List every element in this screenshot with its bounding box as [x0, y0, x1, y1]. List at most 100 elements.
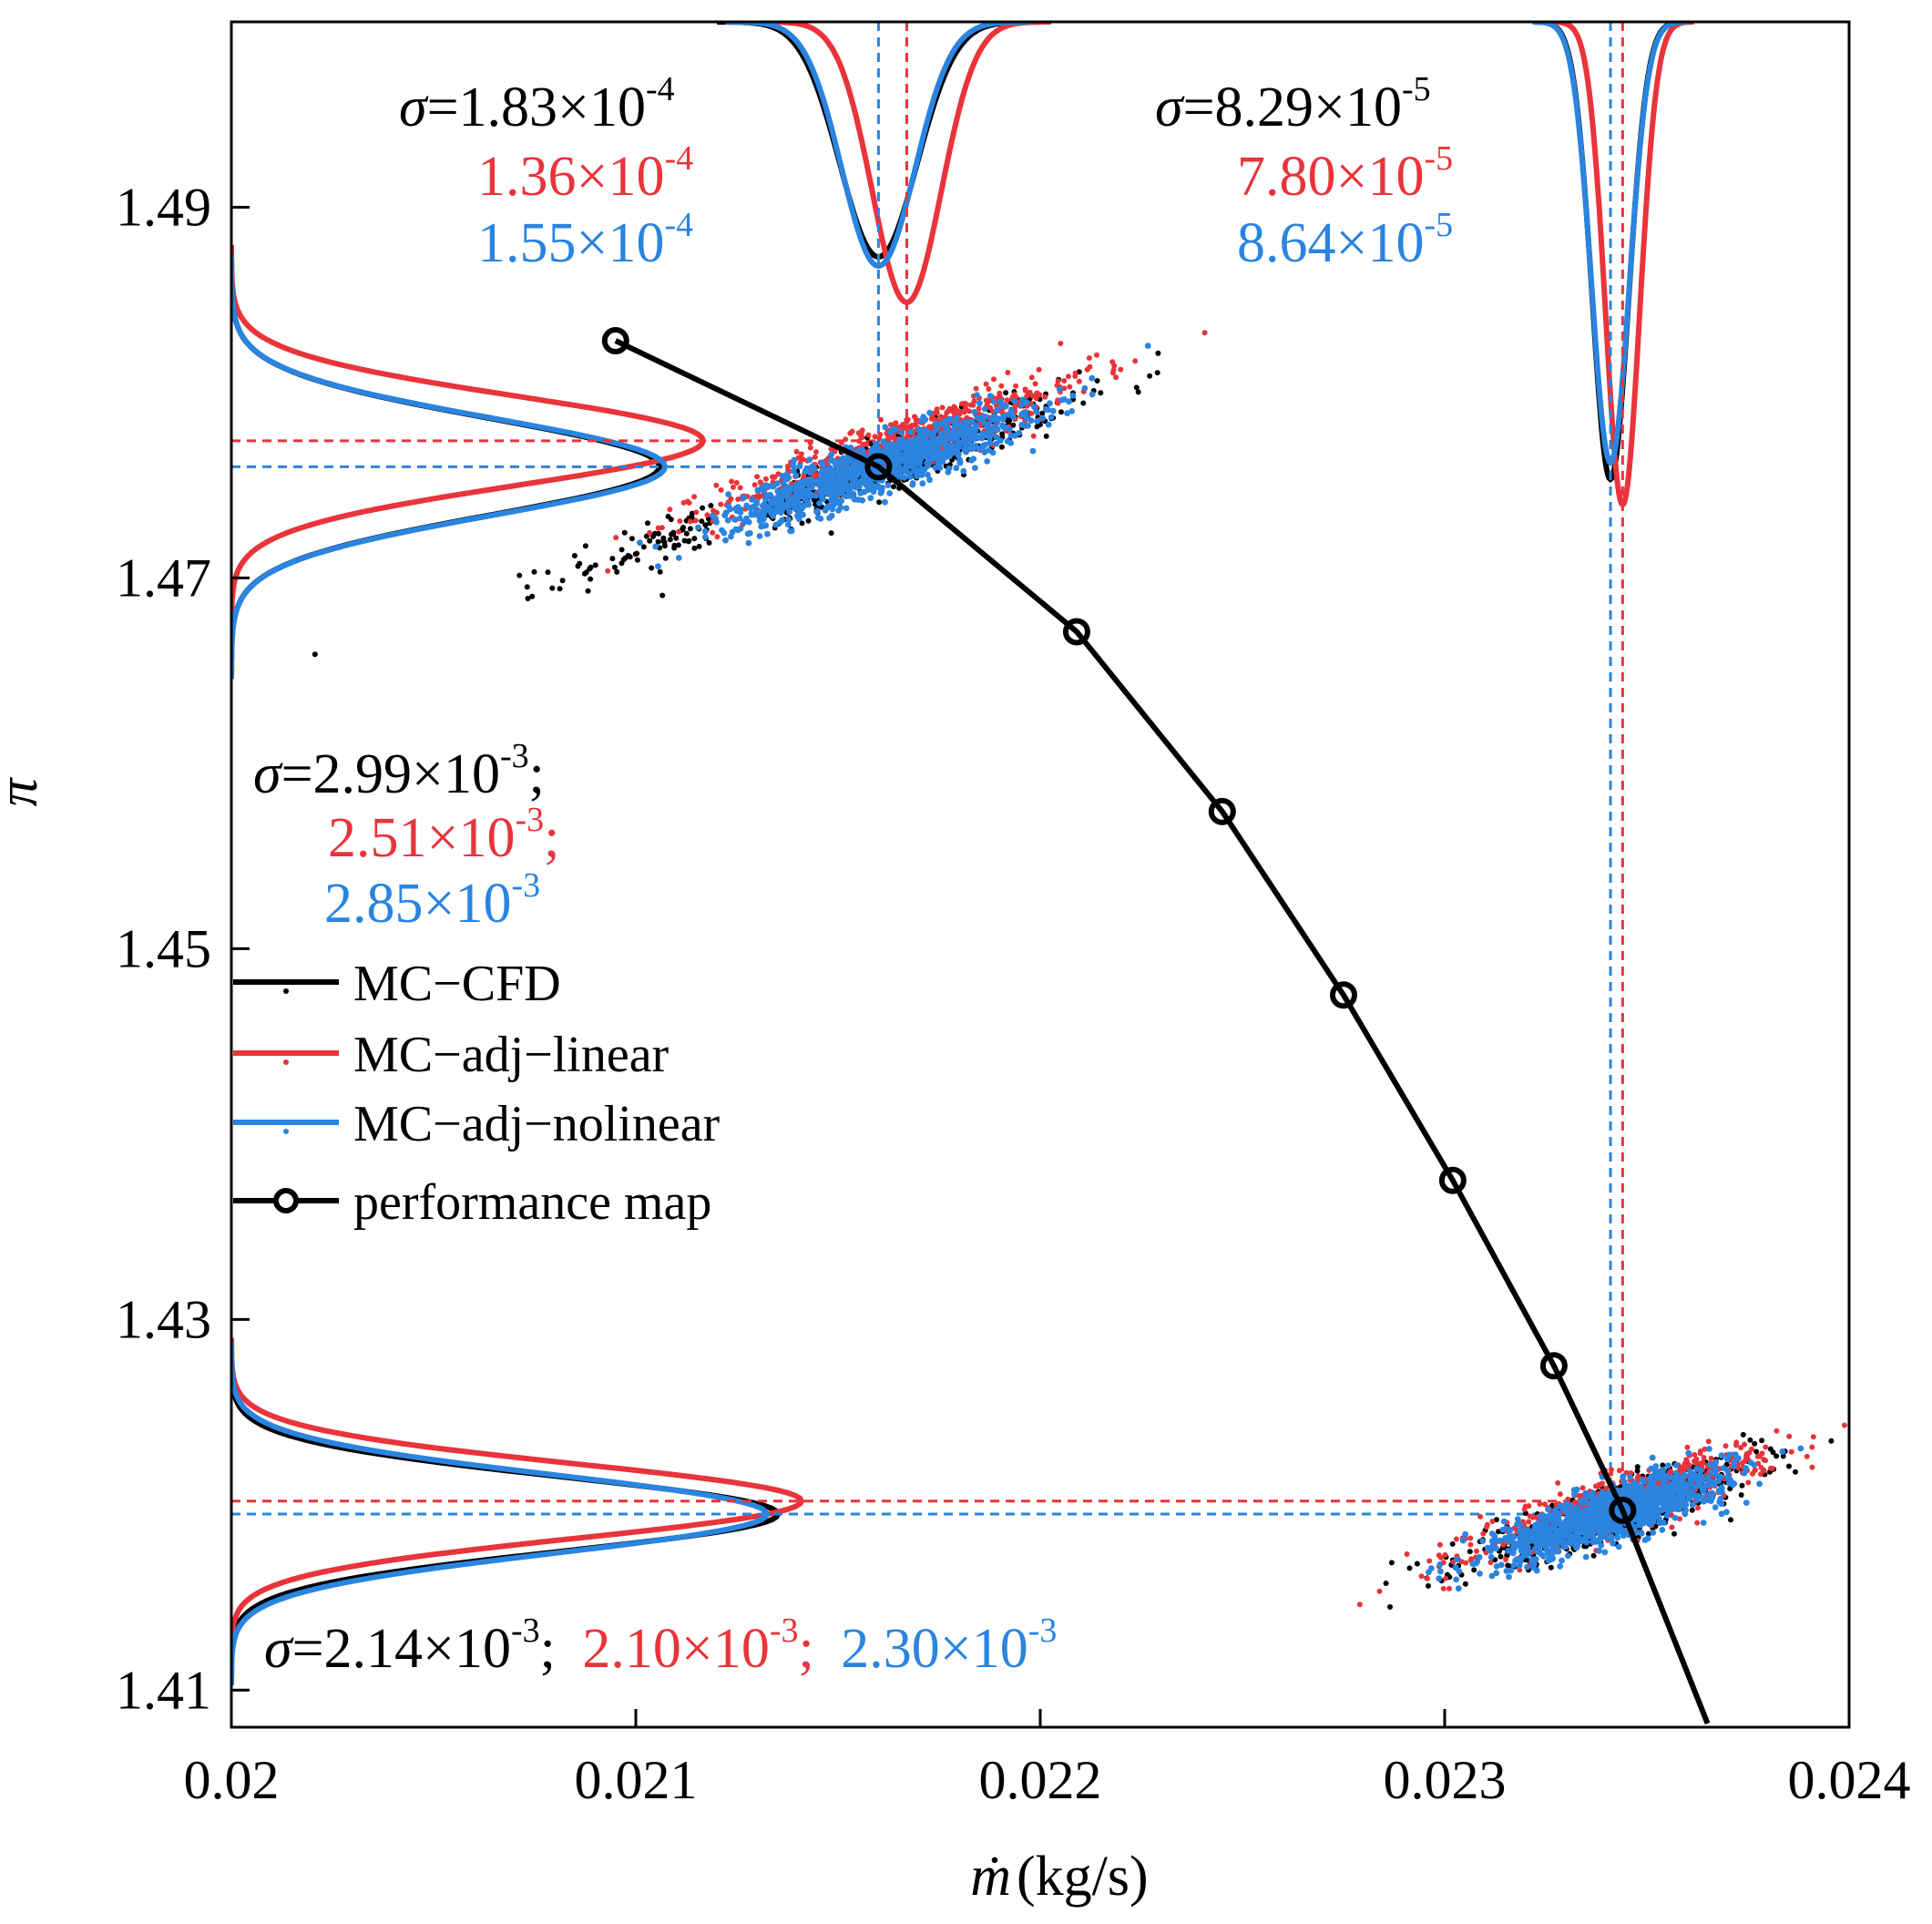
scatter-point-nolinear [1644, 1535, 1651, 1542]
scatter-point-nolinear [976, 400, 983, 407]
scatter-point-linear [843, 436, 849, 443]
scatter-point-cfd [634, 550, 640, 557]
scatter-point-linear [784, 463, 791, 469]
scatter-point-nolinear [1614, 1530, 1621, 1536]
scatter-point-linear [957, 408, 964, 414]
scatter-point-nolinear [983, 414, 989, 420]
scatter-point-linear [647, 530, 653, 536]
scatter-point-nolinear [937, 431, 945, 438]
scatter-point-nolinear [910, 468, 917, 475]
scatter-point-nolinear [1724, 1468, 1731, 1474]
scatter-point-nolinear [908, 444, 915, 450]
scatter-point-nolinear [1678, 1494, 1685, 1501]
scatter-point-linear [1738, 1445, 1744, 1451]
scatter-point-nolinear [637, 539, 643, 547]
scatter-point-nolinear [770, 512, 777, 519]
svg-text:2.51×10-3;: 2.51×10-3; [328, 801, 559, 869]
scatter-point-nolinear [1081, 384, 1089, 392]
scatter-point-nolinear [941, 442, 948, 449]
scatter-point-linear [1722, 1443, 1729, 1449]
scatter-point-nolinear [884, 482, 892, 488]
scatter-point-nolinear [1479, 1538, 1487, 1544]
scatter-point-nolinear [1049, 407, 1057, 414]
scatter-point-nolinear [926, 409, 934, 416]
y-tick-label: 1.45 [116, 918, 211, 978]
scatter-point-nolinear [1668, 1481, 1675, 1488]
scatter-point-linear [1634, 1475, 1641, 1481]
scatter-point-nolinear [1554, 1547, 1561, 1553]
scatter-point-cfd [647, 537, 653, 544]
scatter-point-nolinear [762, 483, 769, 489]
scatter-point-linear [991, 376, 997, 383]
scatter-point-nolinear [882, 498, 888, 506]
scatter-point-nolinear [984, 423, 991, 430]
scatter-point-nolinear [1751, 1461, 1758, 1469]
scatter-point-cfd [670, 529, 677, 536]
scatter-point-cfd [1467, 1549, 1473, 1555]
scatter-point-linear [1030, 433, 1037, 439]
scatter-point-linear [983, 381, 989, 387]
scatter-point-linear [878, 416, 884, 423]
scatter-point-linear [1746, 1449, 1753, 1456]
scatter-point-linear [1013, 383, 1019, 389]
scatter-point-nolinear [1706, 1490, 1713, 1498]
scatter-point-nolinear [1729, 1479, 1735, 1487]
scatter-point-nolinear [919, 480, 926, 487]
scatter-point-nolinear [956, 456, 963, 464]
scatter-point-nolinear [1627, 1474, 1633, 1480]
scatter-point-nolinear [1508, 1567, 1515, 1574]
scatter-point-nolinear [1539, 1536, 1547, 1543]
scatter-point-linear [1004, 397, 1010, 404]
scatter-point-linear [939, 404, 946, 411]
scatter-point-linear [1768, 1465, 1774, 1471]
scatter-point-cfd [609, 556, 616, 562]
scatter-point-nolinear [1687, 1468, 1693, 1475]
scatter-point-nolinear [1488, 1572, 1496, 1580]
scatter-point-nolinear [1497, 1537, 1504, 1544]
scatter-point-nolinear [1661, 1520, 1667, 1526]
scatter-point-cfd [655, 538, 661, 545]
performance-map [601, 326, 1711, 1725]
scatter-point-linear [1076, 378, 1082, 384]
scatter-point-nolinear [1573, 1486, 1580, 1493]
scatter-point-nolinear [1686, 1490, 1693, 1497]
scatter-point-linear [735, 496, 741, 502]
scatter-point-linear [971, 398, 977, 404]
scatter-point-nolinear [906, 474, 914, 480]
scatter-point-nolinear [1018, 411, 1026, 418]
scatter-point-cfd [545, 569, 551, 576]
scatter-point-linear [1682, 1461, 1688, 1468]
scatter-point-cfd [1767, 1446, 1774, 1452]
scatter-point-nolinear [1661, 1479, 1668, 1486]
scatter-point-cfd [1752, 1440, 1758, 1447]
scatter-point-nolinear [1426, 1569, 1432, 1576]
scatter-point-linear [856, 438, 863, 445]
scatter-point-cfd [1793, 1469, 1798, 1475]
scatter-point-nolinear [835, 507, 842, 514]
scatter-point-cfd [592, 562, 598, 568]
scatter-point-nolinear [993, 407, 1000, 414]
scatter-point-nolinear [943, 435, 950, 443]
scatter-point-nolinear [1636, 1492, 1642, 1499]
scatter-point-cfd [1728, 1517, 1733, 1523]
scatter-point-cfd [1504, 1552, 1510, 1559]
scatter-point-nolinear [1712, 1504, 1719, 1510]
scatter-point-linear [1809, 1464, 1815, 1470]
scatter-point-nolinear [1697, 1468, 1704, 1474]
scatter-point-linear [693, 509, 700, 516]
scatter-point-linear [613, 535, 619, 541]
scatter-point-nolinear [842, 460, 849, 467]
scatter-point-linear [754, 474, 761, 480]
scatter-point-nolinear [1689, 1501, 1696, 1509]
scatter-point-nolinear [1029, 447, 1037, 455]
scatter-point-linear [729, 478, 735, 485]
scatter-point-cfd [675, 542, 681, 548]
scatter-point-nolinear [828, 451, 835, 458]
scatter-point-nolinear [1597, 1536, 1603, 1543]
scatter-point-cfd [621, 529, 628, 536]
annotation-sigma-pi-upper: σ=2.99×10-3; 2.51×10-3; 2.85×10-3 [253, 737, 559, 935]
scatter-point-linear [1810, 1434, 1816, 1440]
scatter-point-cfd [1462, 1581, 1468, 1587]
scatter-point-nolinear [725, 491, 731, 497]
scatter-point-nolinear [972, 465, 978, 471]
